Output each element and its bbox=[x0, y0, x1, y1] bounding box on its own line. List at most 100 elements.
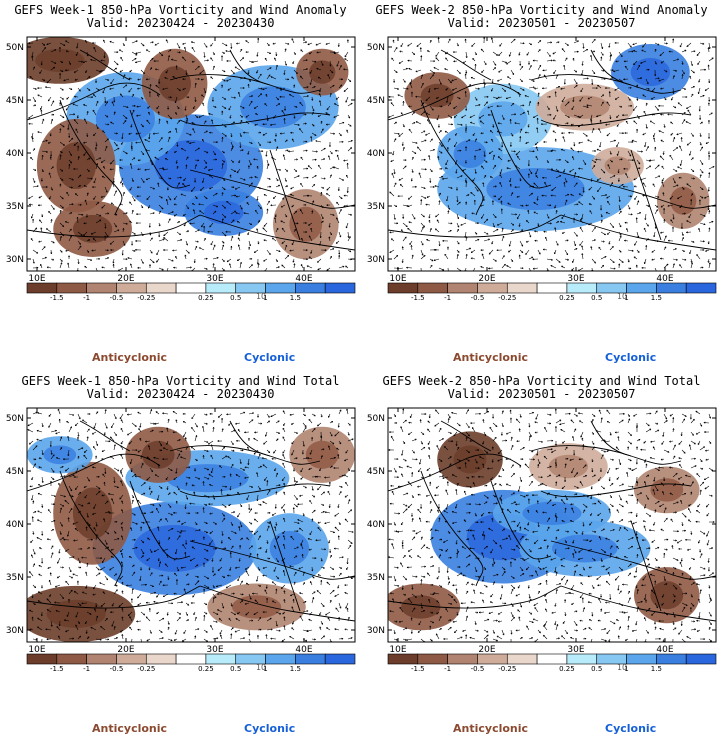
wind-vector bbox=[329, 69, 334, 74]
wind-vector-head bbox=[59, 209, 62, 212]
wind-vector-head bbox=[92, 42, 94, 45]
wind-vector bbox=[425, 112, 431, 116]
wind-vector bbox=[535, 146, 539, 152]
wind-vector-head bbox=[411, 156, 414, 159]
wind-vector bbox=[230, 236, 234, 242]
wind-vector-head bbox=[592, 128, 595, 130]
wind-vector bbox=[316, 51, 322, 53]
wind-vector-head bbox=[393, 80, 396, 83]
wind-vector-head bbox=[63, 143, 65, 146]
wind-vector-head bbox=[35, 87, 37, 90]
wind-vector-head bbox=[436, 118, 439, 121]
wind-vector bbox=[618, 204, 621, 211]
wind-vector bbox=[266, 249, 271, 255]
wind-vector bbox=[564, 42, 569, 46]
wind-vector bbox=[221, 42, 228, 47]
wind-vector bbox=[46, 266, 52, 269]
wind-vector-head bbox=[564, 82, 566, 85]
wind-vector bbox=[434, 87, 440, 90]
wind-vector bbox=[645, 146, 649, 152]
wind-vector bbox=[498, 69, 503, 73]
wind-vector-head bbox=[509, 119, 511, 121]
wind-vector-head bbox=[464, 38, 466, 41]
wind-vector bbox=[672, 147, 678, 152]
wind-vector bbox=[555, 168, 560, 173]
wind-vector-head bbox=[85, 71, 87, 73]
wind-vector bbox=[564, 199, 568, 206]
wind-vector bbox=[329, 132, 335, 135]
wind-vector-head bbox=[347, 191, 349, 193]
wind-vector-head bbox=[119, 159, 122, 161]
wind-vector-head bbox=[90, 59, 92, 61]
wind-vector-head bbox=[119, 167, 122, 169]
wind-vector-head bbox=[59, 236, 62, 238]
wind-vector-head bbox=[51, 252, 53, 255]
wind-vector bbox=[308, 235, 313, 242]
wind-vector bbox=[84, 199, 88, 206]
wind-vector-head bbox=[550, 41, 552, 43]
wind-vector bbox=[154, 156, 160, 161]
wind-vector-head bbox=[39, 72, 42, 74]
wind-vector-head bbox=[105, 226, 107, 229]
wind-vector bbox=[607, 164, 611, 170]
wind-vector-head bbox=[492, 81, 494, 84]
wind-vector bbox=[418, 172, 422, 179]
vorticity-shading-core bbox=[560, 95, 610, 119]
wind-vector bbox=[221, 132, 227, 137]
wind-vector-head bbox=[263, 194, 266, 196]
wind-vector-head bbox=[260, 87, 263, 90]
wind-vector-head bbox=[521, 204, 524, 207]
wind-vector bbox=[499, 182, 503, 188]
wind-vector bbox=[248, 264, 253, 269]
wind-vector bbox=[420, 74, 423, 80]
wind-vector-head bbox=[189, 223, 192, 225]
wind-vector bbox=[113, 229, 120, 233]
wind-vector bbox=[83, 150, 88, 156]
wind-vector bbox=[338, 231, 341, 238]
wind-vector bbox=[672, 177, 676, 184]
wind-vector-head bbox=[454, 145, 456, 148]
wind-vector-head bbox=[306, 167, 309, 169]
wind-vector-head bbox=[65, 109, 68, 111]
wind-vector-head bbox=[33, 148, 35, 150]
wind-vector bbox=[283, 154, 286, 161]
wind-vector bbox=[158, 195, 163, 199]
wind-vector-head bbox=[126, 117, 128, 119]
wind-vector-head bbox=[324, 249, 327, 251]
wind-vector bbox=[157, 182, 160, 188]
wind-vector bbox=[50, 119, 53, 125]
wind-vector bbox=[130, 263, 133, 269]
wind-vector bbox=[113, 190, 117, 197]
wind-vector bbox=[613, 69, 620, 72]
wind-vector-head bbox=[273, 117, 275, 119]
wind-vector bbox=[145, 149, 151, 152]
wind-vector-head bbox=[295, 210, 297, 212]
wind-vector-head bbox=[234, 170, 236, 172]
wind-vector-head bbox=[618, 171, 620, 174]
wind-vector bbox=[293, 69, 298, 74]
wind-vector bbox=[338, 122, 345, 125]
wind-vector-head bbox=[651, 90, 654, 93]
wind-vector-head bbox=[295, 169, 298, 172]
wind-vector bbox=[570, 147, 575, 152]
wind-vector bbox=[83, 60, 88, 63]
wind-vector bbox=[65, 40, 70, 44]
wind-vector bbox=[643, 111, 647, 116]
wind-vector bbox=[501, 87, 506, 92]
wind-vector-head bbox=[197, 240, 199, 243]
wind-vector-head bbox=[170, 96, 172, 98]
wind-vector-head bbox=[602, 69, 605, 72]
wind-vector-head bbox=[121, 137, 124, 139]
wind-vector-head bbox=[572, 100, 575, 102]
wind-vector-head bbox=[177, 144, 179, 147]
wind-vector-head bbox=[610, 117, 612, 119]
wind-vector bbox=[483, 82, 486, 89]
wind-vector bbox=[704, 195, 710, 199]
wind-vector bbox=[158, 167, 164, 170]
wind-vector bbox=[131, 231, 136, 235]
wind-vector-head bbox=[185, 164, 187, 167]
wind-vector-head bbox=[507, 202, 509, 205]
wind-vector bbox=[122, 192, 125, 197]
wind-vector bbox=[239, 105, 245, 109]
